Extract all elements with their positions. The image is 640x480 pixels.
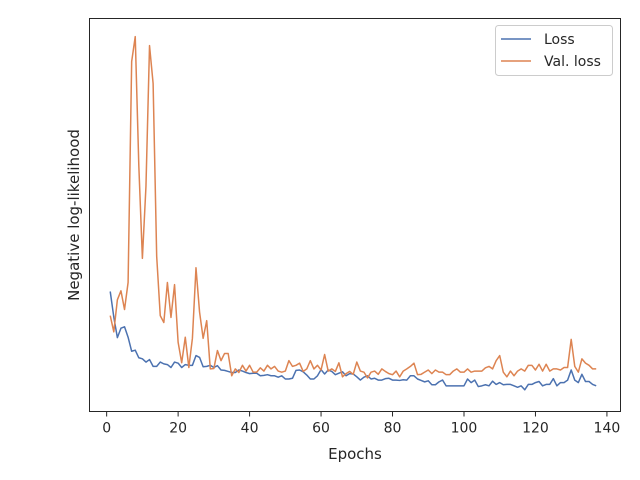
legend: Loss Val. loss: [495, 25, 613, 76]
x-tick-label: 100: [451, 421, 478, 437]
x-tick-label: 80: [384, 421, 402, 437]
y-axis-label: Negative log-likelihood: [65, 129, 83, 301]
x-tick-label: 140: [594, 421, 621, 437]
plot-frame: [89, 18, 621, 412]
x-axis-label: Epochs: [328, 445, 382, 463]
x-tick-label: 120: [522, 421, 549, 437]
legend-label: Loss: [544, 32, 575, 48]
x-tick-label: 20: [169, 421, 187, 437]
legend-box: [495, 25, 613, 76]
x-tick-label: 0: [102, 421, 111, 437]
x-axis-ticks: 0 20 40 60 80 100 120 140: [102, 411, 621, 437]
x-tick-label: 60: [312, 421, 330, 437]
legend-label: Val. loss: [544, 54, 601, 70]
series-line-val-loss: [109, 35, 597, 379]
x-tick-label: 40: [241, 421, 259, 437]
plot-lines: [109, 35, 597, 391]
